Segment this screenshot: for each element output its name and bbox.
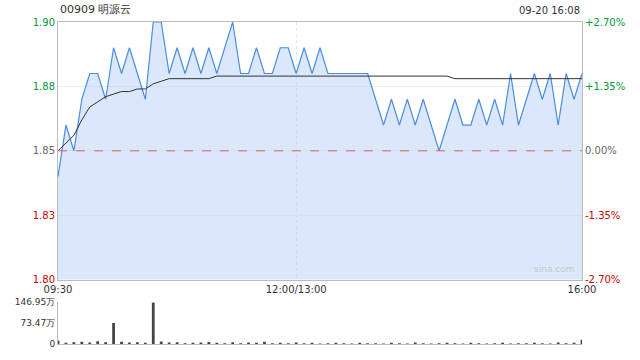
svg-text:0: 0 (49, 339, 55, 349)
svg-text:1.80: 1.80 (33, 274, 55, 285)
svg-text:146.95万: 146.95万 (15, 297, 56, 307)
svg-text:09:30: 09:30 (44, 284, 73, 295)
svg-text:1.88: 1.88 (33, 81, 55, 92)
svg-text:1.85: 1.85 (33, 145, 55, 156)
svg-text:0.00%: 0.00% (585, 145, 617, 156)
svg-text:-2.70%: -2.70% (585, 274, 620, 285)
svg-text:1.83: 1.83 (33, 210, 55, 221)
svg-text:+2.70%: +2.70% (585, 17, 625, 28)
svg-text:1.90: 1.90 (33, 17, 55, 28)
svg-text:+1.35%: +1.35% (585, 81, 625, 92)
svg-text:73.47万: 73.47万 (20, 318, 55, 328)
svg-text:00909 明源云: 00909 明源云 (60, 3, 132, 16)
svg-text:-1.35%: -1.35% (585, 210, 620, 221)
svg-text:09-20 16:08: 09-20 16:08 (519, 5, 580, 16)
svg-text:sina.com: sina.com (534, 264, 575, 274)
svg-text:16:00: 16:00 (568, 284, 597, 295)
svg-text:12:00/13:00: 12:00/13:00 (266, 284, 327, 295)
